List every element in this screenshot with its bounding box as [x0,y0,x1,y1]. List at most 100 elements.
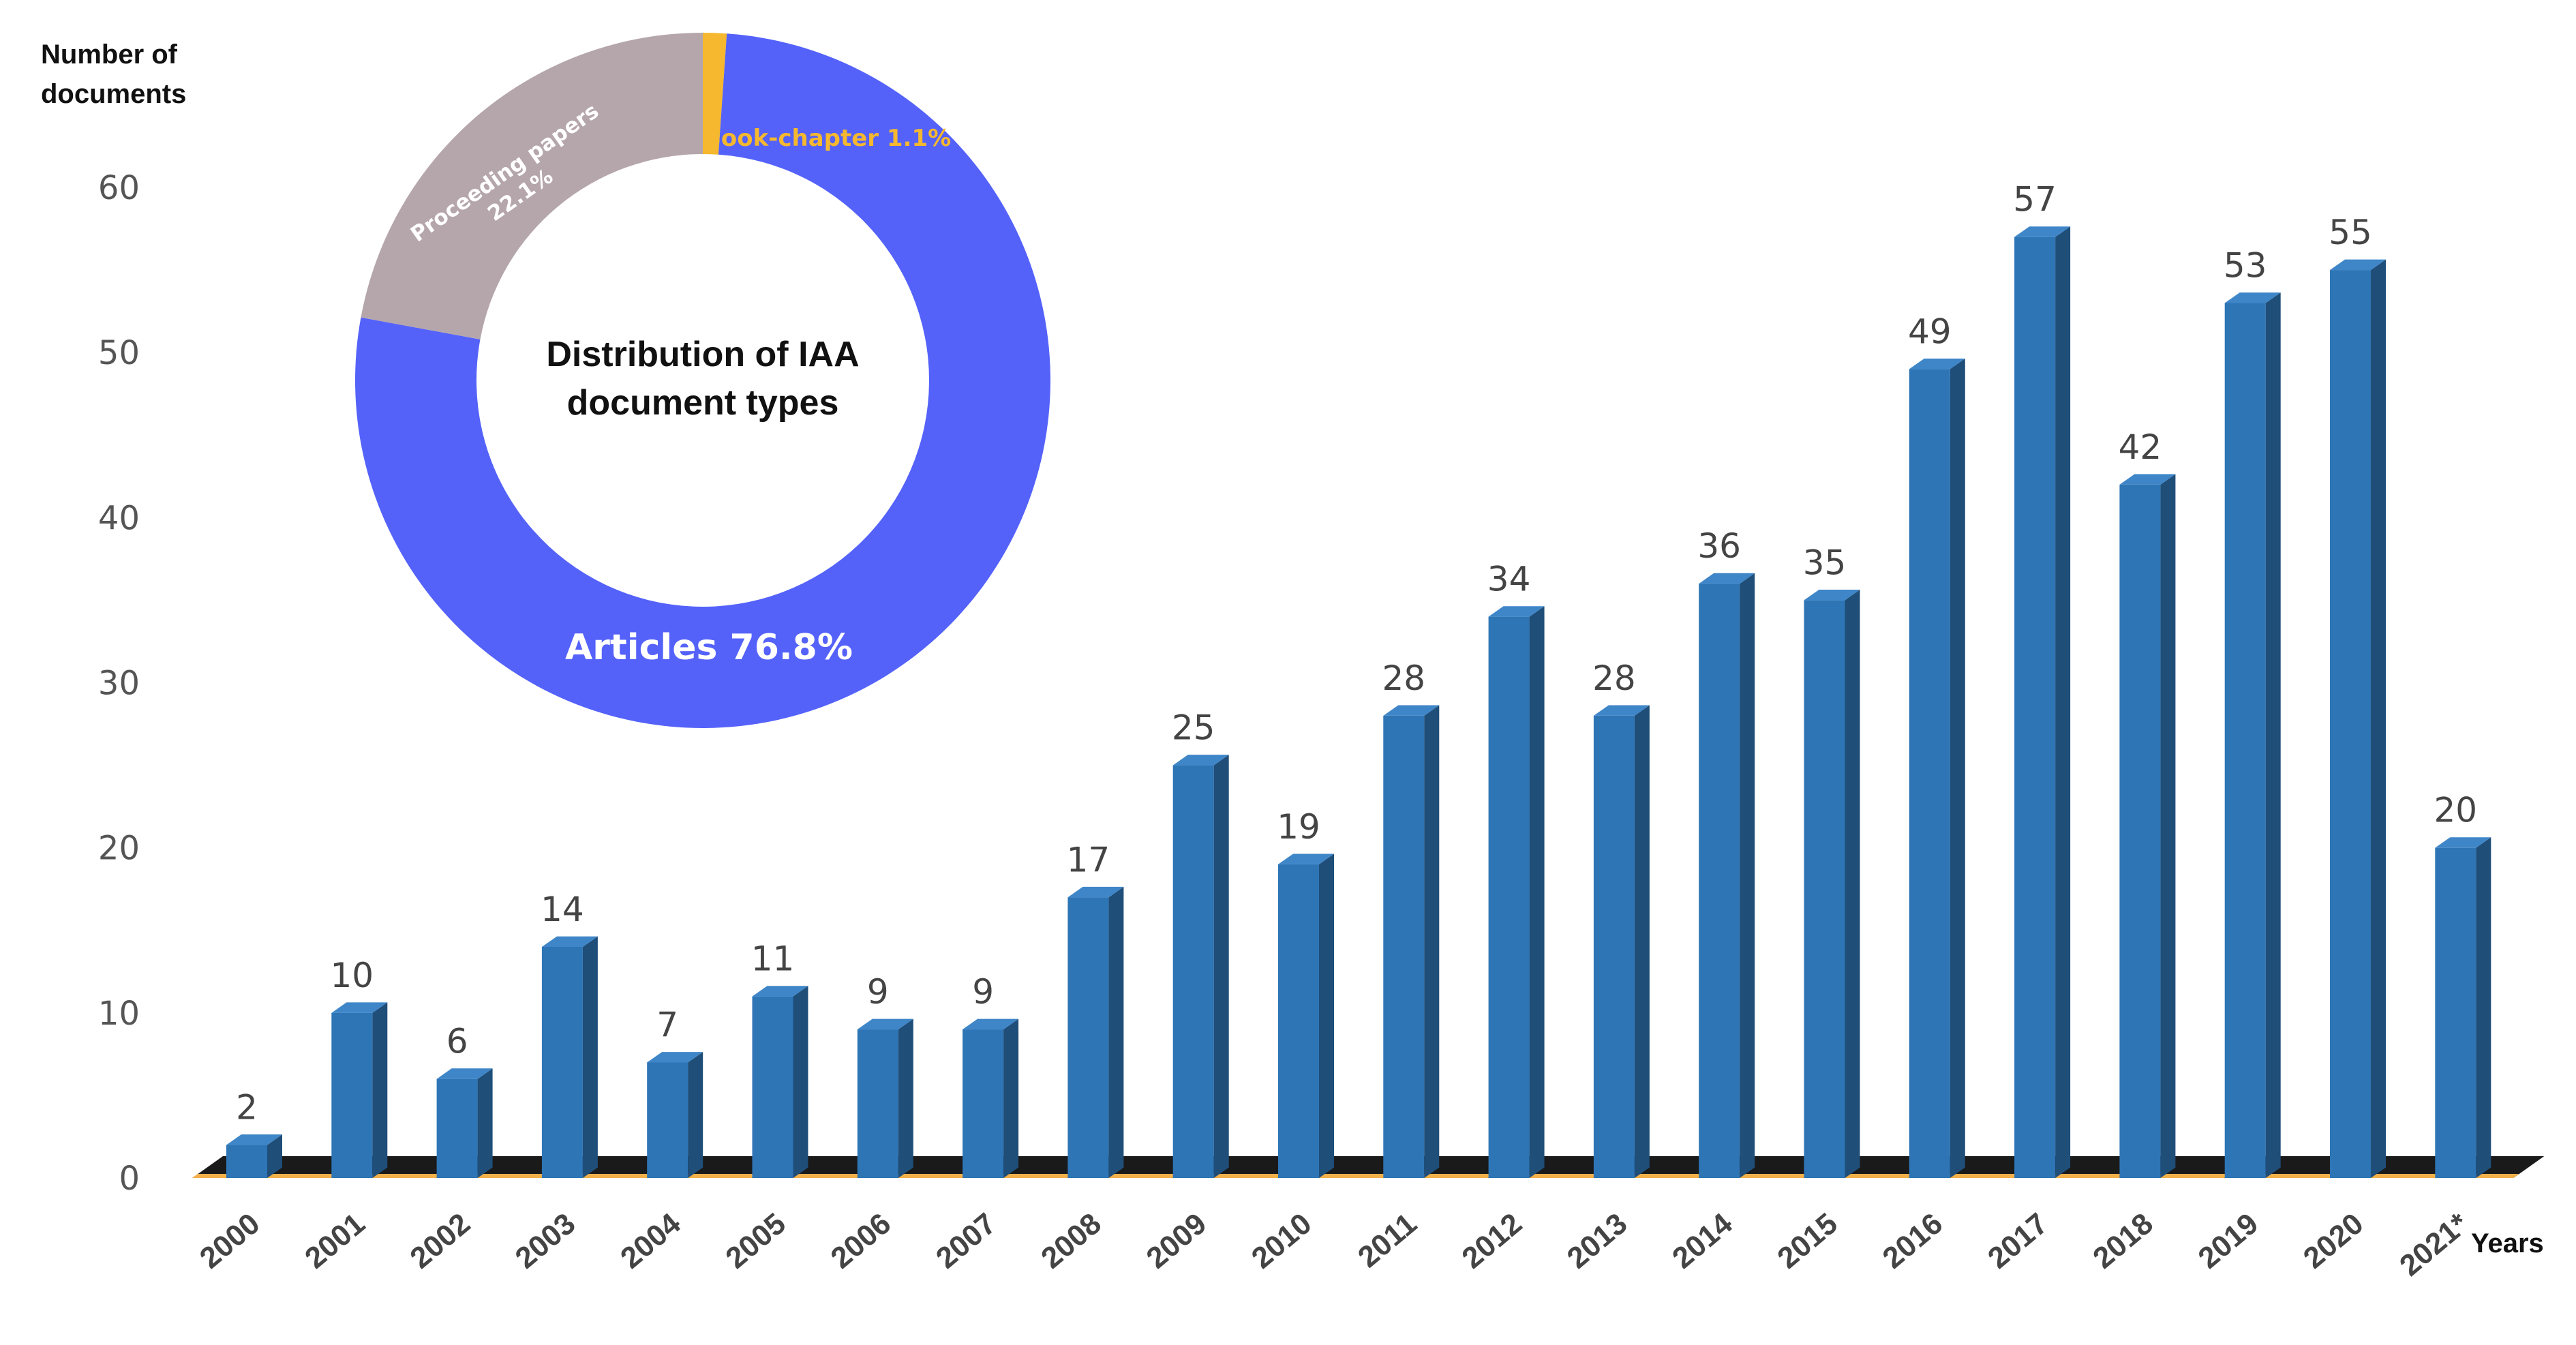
x-tick-label: 2005 [719,1207,791,1275]
bar-top [752,986,808,997]
bar-side [2476,837,2491,1178]
bar-side [267,1134,282,1178]
bar-front [2014,237,2056,1178]
bar-front [1699,584,1740,1178]
bar-top [541,936,598,947]
bar-side [1424,705,1440,1178]
bar-value-label: 20 [2434,791,2477,830]
bar [1278,853,1334,1178]
bar [541,936,598,1178]
y-tick-label: 20 [98,830,140,868]
floor-edge [192,1174,2519,1178]
bar-top [1909,358,1965,369]
bar [1488,606,1545,1178]
donut-slice [703,33,727,155]
bar-side [2371,259,2386,1178]
bar-side [1740,573,1755,1178]
bar-value-label: 53 [2224,246,2267,286]
x-tick-label: 2013 [1561,1207,1633,1275]
x-tick-label: 2014 [1666,1207,1739,1275]
bar-front [1909,369,1950,1179]
bar-value-label: 10 [330,956,374,995]
bar-series: 2 10 6 14 7 11 9 9 17 25 19 28 34 28 36 35 49 57 42 53 55 20 [226,180,2491,1179]
bar-value-label: 7 [656,1005,678,1044]
bar-top [1278,853,1334,864]
bar-front [1172,765,1214,1178]
y-axis-title-line-2: documents [41,79,186,109]
bar-side [1108,886,1124,1178]
y-tick-label: 30 [98,665,140,703]
donut-slice [361,33,703,339]
bar [436,1068,493,1178]
bar-value-label: 55 [2329,213,2372,252]
bar [2014,226,2071,1178]
bar-side [1529,606,1545,1178]
bar [1909,358,1965,1179]
bar-top [2435,837,2491,848]
y-axis: 0 10 20 30 40 50 60 [98,169,140,1198]
y-tick-label: 10 [98,995,140,1033]
bar-value-label: 57 [2013,180,2057,220]
bar [857,1018,913,1178]
x-tick-label: 2012 [1456,1207,1528,1275]
x-tick-label: 2004 [614,1207,687,1275]
bar-top [1593,705,1650,716]
bar-side [1319,853,1334,1178]
x-tick-label: 2002 [404,1207,476,1275]
y-tick-label: 0 [119,1160,140,1198]
bar-value-label: 14 [541,890,584,929]
bar [1699,573,1755,1178]
bar-side [898,1018,913,1178]
x-tick-label: 2020 [2297,1207,2369,1275]
donut-title-line-1: Distribution of IAA [546,335,859,374]
bar-value-label: 19 [1277,807,1320,847]
bar-side [582,936,598,1178]
bar-front [1488,616,1530,1178]
bar-side [1950,358,1965,1178]
bar-value-label: 17 [1067,840,1110,879]
bar-top [2330,259,2386,271]
bar-top [226,1134,282,1145]
bar-top [1804,590,1860,601]
x-tick-label: 2006 [825,1207,897,1275]
bar-value-label: 25 [1172,708,1215,748]
bar-top [1172,755,1229,766]
bar-top [1488,606,1545,617]
x-tick-label: 2017 [1982,1207,2054,1275]
bar-side [477,1068,493,1178]
bar-value-label: 28 [1382,659,1425,698]
y-tick-label: 50 [98,334,140,372]
bar-front [963,1029,1004,1178]
bar-side [2160,474,2176,1178]
bar-side [1003,1018,1019,1178]
bar [963,1018,1019,1178]
bar [2224,292,2281,1179]
bar-front [2119,484,2161,1178]
bar [2119,474,2176,1178]
bar-front [752,996,793,1178]
bar [1383,705,1440,1178]
x-tick-label: 2000 [194,1207,266,1275]
bar-front [2435,847,2476,1178]
slice-label-book-chapter: Book-chapter 1.1% [703,125,951,152]
bar-front [2330,270,2371,1178]
bar-front [2224,303,2266,1179]
bar-side [688,1052,703,1178]
x-tick-label: 2011 [1352,1207,1423,1274]
bar-value-label: 2 [236,1088,258,1128]
y-tick-label: 40 [98,499,140,537]
bar-value-label: 34 [1487,560,1531,599]
bar-value-label: 49 [1908,312,1952,351]
bar-side [793,986,808,1178]
bar-top [2119,474,2176,485]
bar [1804,590,1860,1178]
x-tick-label: 2018 [2087,1207,2159,1275]
bar-front [541,946,583,1178]
bar [1593,705,1650,1178]
x-tick-label: 2008 [1035,1207,1107,1275]
donut-chart [355,33,1051,728]
y-axis-title-line-1: Number of [41,40,178,70]
bar-value-label: 9 [867,972,889,1012]
bar-value-label: 42 [2119,427,2162,467]
